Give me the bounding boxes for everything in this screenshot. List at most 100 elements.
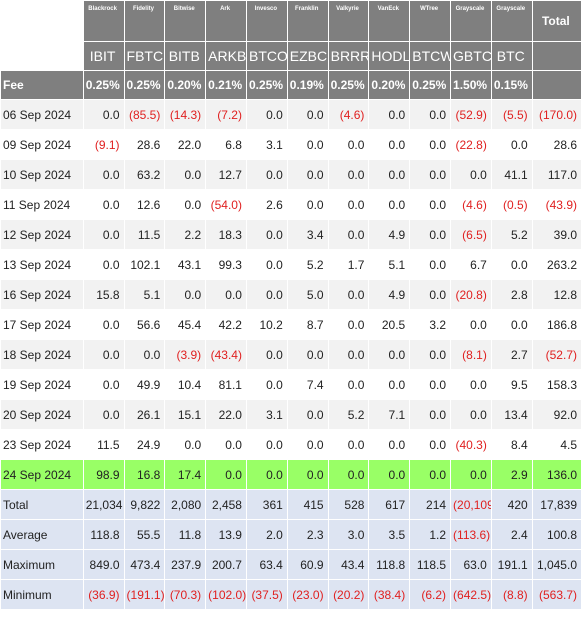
flow-cell: 0.0 [83, 340, 124, 369]
summary-label: Minimum [1, 580, 83, 609]
fee-cell: 0.25% [83, 71, 124, 99]
flow-cell: 0.0 [369, 100, 410, 129]
summary-cell: (191.1) [124, 580, 165, 609]
summary-cell: 420 [491, 490, 532, 519]
row-total-cell: (52.7) [532, 340, 581, 369]
flow-cell: 0.0 [287, 460, 328, 489]
table-row: 16 Sep 2024 15.8 5.1 0.0 0.0 0.0 5.0 0.0 4.9 0.0(… [1, 280, 581, 309]
flow-cell: 49.9 [124, 370, 165, 399]
issuer-name: Valkyrie [328, 1, 369, 41]
flow-cell: 0.0 [83, 370, 124, 399]
row-date: 10 Sep 2024 [1, 160, 83, 189]
flow-cell: 0.0 [246, 250, 287, 279]
row-date: 06 Sep 2024 [1, 100, 83, 129]
fee-total-blank [532, 71, 581, 99]
flow-cell: 0.0 [287, 190, 328, 219]
summary-cell: (23.0) [287, 580, 328, 609]
summary-cell: 100.8 [532, 520, 581, 549]
summary-cell: (563.7) [532, 580, 581, 609]
flow-cell: 0.0 [410, 370, 451, 399]
flow-cell: 20.5 [369, 310, 410, 339]
flow-cell: 0.0 [369, 430, 410, 459]
flow-cell: 24.9 [124, 430, 165, 459]
flow-cell: (40.3) [451, 430, 491, 459]
flow-cell: 0.0 [246, 340, 287, 369]
flow-cell: 11.5 [124, 220, 165, 249]
flow-cell: 2.9 [491, 460, 532, 489]
summary-row: Minimum (36.9) (191.1) (70.3) (102.0) (37.5)(… [1, 580, 581, 609]
flow-cell: 0.0 [83, 250, 124, 279]
row-date: 09 Sep 2024 [1, 130, 83, 159]
ticker-header: ARKB [206, 42, 246, 70]
row-date: 20 Sep 2024 [1, 400, 83, 429]
flow-cell: 0.0 [410, 160, 451, 189]
flow-cell: 18.3 [206, 220, 246, 249]
summary-cell: 55.5 [124, 520, 165, 549]
issuer-name: Grayscale [451, 1, 491, 41]
ticker-header: BTCW [410, 42, 451, 70]
flow-cell: 0.0 [451, 460, 491, 489]
flow-cell: 5.2 [328, 400, 369, 429]
fee-cell: 1.50% [451, 71, 491, 99]
summary-label: Maximum [1, 550, 83, 579]
summary-cell: 191.1 [491, 550, 532, 579]
ticker-header: BRRR [328, 42, 369, 70]
flow-cell: 0.0 [369, 190, 410, 219]
flow-cell: 0.0 [369, 370, 410, 399]
row-total-cell: (170.0) [532, 100, 581, 129]
flow-cell: (85.5) [124, 100, 165, 129]
flow-cell: 2.7 [491, 340, 532, 369]
flow-cell: (20.8) [451, 280, 491, 309]
summary-cell: 17,839 [532, 490, 581, 519]
etf-flows-table: Blackrock Fidelity Bitwise Ark Invesco Frankl… [1, 1, 581, 609]
flow-cell: 4.9 [369, 280, 410, 309]
summary-cell: (113.6) [451, 520, 491, 549]
flow-cell: (5.5) [491, 100, 532, 129]
flow-cell: 15.8 [83, 280, 124, 309]
flow-cell: 13.4 [491, 400, 532, 429]
flow-cell: 0.0 [287, 100, 328, 129]
flow-cell: 0.0 [410, 430, 451, 459]
summary-body: Total 21,034 9,822 2,080 2,458 361 415 528 617 21… [1, 490, 581, 609]
flow-cell: (43.4) [206, 340, 246, 369]
flow-cell: 3.1 [246, 400, 287, 429]
row-total-cell: (43.9) [532, 190, 581, 219]
flow-cell: 0.0 [328, 190, 369, 219]
issuer-name: Bitwise [165, 1, 206, 41]
flow-cell: 0.0 [369, 460, 410, 489]
flow-cell: 28.6 [124, 130, 165, 159]
flow-cell: 17.4 [165, 460, 206, 489]
flow-cell: 16.8 [124, 460, 165, 489]
table-row: 17 Sep 2024 0.0 56.6 45.4 42.2 10.2 8.7 0.0 20.5… [1, 310, 581, 339]
flow-cell: 0.0 [83, 400, 124, 429]
daily-flows-body: 06 Sep 2024 0.0 (85.5) (14.3) (7.2) 0.0 0.0 (4.… [1, 100, 581, 489]
fee-cell: 0.21% [206, 71, 246, 99]
summary-cell: 2.3 [287, 520, 328, 549]
summary-cell: 2,080 [165, 490, 206, 519]
flow-cell: 5.1 [369, 250, 410, 279]
row-total-cell: 12.8 [532, 280, 581, 309]
flow-cell: 0.0 [491, 250, 532, 279]
flow-cell: 0.0 [328, 130, 369, 159]
flow-cell: 0.0 [165, 430, 206, 459]
ticker-header: FBTC [124, 42, 165, 70]
row-date: 13 Sep 2024 [1, 250, 83, 279]
summary-cell: 1,045.0 [532, 550, 581, 579]
flow-cell: 0.0 [410, 340, 451, 369]
summary-cell: 118.8 [369, 550, 410, 579]
flow-cell: (3.9) [165, 340, 206, 369]
summary-cell: 528 [328, 490, 369, 519]
flow-cell: 0.0 [83, 190, 124, 219]
fee-label: Fee [1, 71, 83, 99]
summary-cell: 118.8 [83, 520, 124, 549]
flow-cell: 0.0 [165, 190, 206, 219]
flow-cell: (14.3) [165, 100, 206, 129]
row-total-cell: 39.0 [532, 220, 581, 249]
flow-cell: 0.0 [410, 460, 451, 489]
fee-cell: 0.25% [246, 71, 287, 99]
row-date: 24 Sep 2024 [1, 460, 83, 489]
flow-cell: 0.0 [287, 130, 328, 159]
table-row: 12 Sep 2024 0.0 11.5 2.2 18.3 0.0 3.4 0.0 4.9 0.0… [1, 220, 581, 249]
summary-cell: 3.0 [328, 520, 369, 549]
flow-cell: 0.0 [451, 310, 491, 339]
